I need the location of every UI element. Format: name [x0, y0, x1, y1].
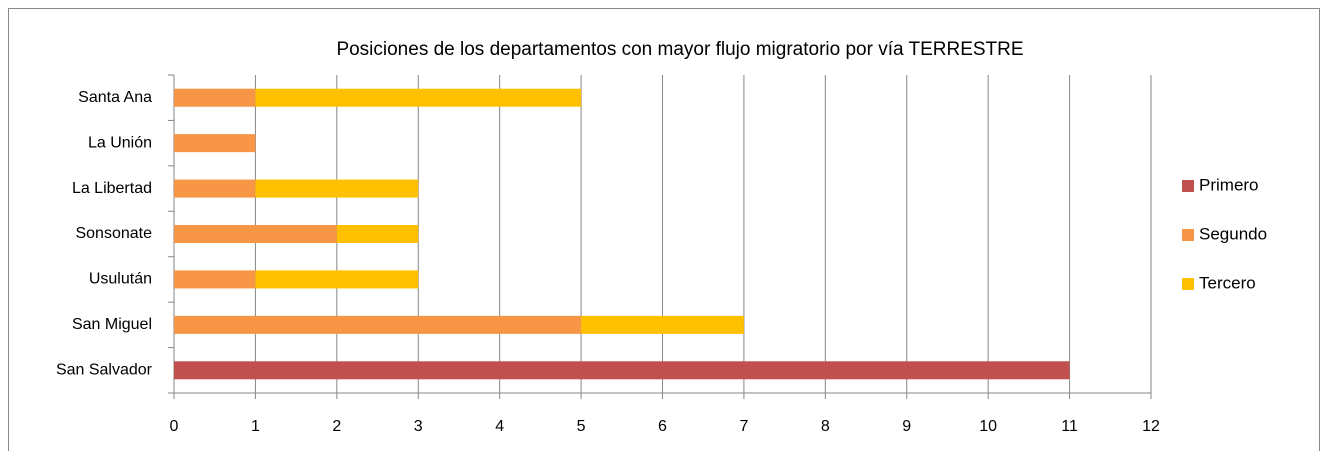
- bar: [255, 270, 419, 289]
- y-tick-label: Sonsonate: [75, 225, 152, 242]
- x-tick-label: 4: [495, 418, 504, 435]
- bar: [174, 88, 256, 107]
- legend-swatch: [1182, 229, 1194, 241]
- x-tick-label: 9: [902, 418, 911, 435]
- y-tick-label: Usulután: [89, 271, 152, 288]
- bar: [174, 361, 1070, 380]
- y-tick-label: San Salvador: [56, 362, 153, 379]
- x-tick-label: 0: [170, 418, 179, 435]
- x-tick-label: 12: [1142, 418, 1160, 435]
- x-tick-label: 8: [821, 418, 830, 435]
- chart-title: Posiciones de los departamentos con mayo…: [336, 39, 1023, 60]
- x-tick-label: 11: [1061, 418, 1078, 435]
- bar: [255, 88, 582, 107]
- legend-swatch: [1182, 180, 1194, 192]
- x-tick-label: 10: [979, 418, 997, 435]
- bar: [174, 179, 256, 198]
- x-tick-label: 6: [658, 418, 667, 435]
- y-tick-label: San Miguel: [72, 316, 152, 333]
- x-tick-label: 7: [739, 418, 748, 435]
- legend-swatch: [1182, 278, 1194, 290]
- x-tick-label: 1: [251, 418, 260, 435]
- bar: [581, 315, 744, 334]
- legend-label: Tercero: [1199, 273, 1256, 292]
- bar: [174, 270, 256, 289]
- x-tick-label: 5: [577, 418, 586, 435]
- bar: [174, 315, 582, 334]
- legend-label: Primero: [1199, 175, 1259, 194]
- bar: [174, 134, 256, 153]
- legend-label: Segundo: [1199, 224, 1267, 243]
- x-tick-label: 2: [332, 418, 341, 435]
- bar: [255, 179, 419, 198]
- x-tick-label: 3: [414, 418, 423, 435]
- y-tick-label: Santa Ana: [78, 89, 152, 106]
- bar: [336, 225, 419, 243]
- y-tick-label: La Libertad: [72, 180, 152, 197]
- y-tick-label: La Unión: [88, 134, 152, 151]
- bar: [174, 225, 337, 243]
